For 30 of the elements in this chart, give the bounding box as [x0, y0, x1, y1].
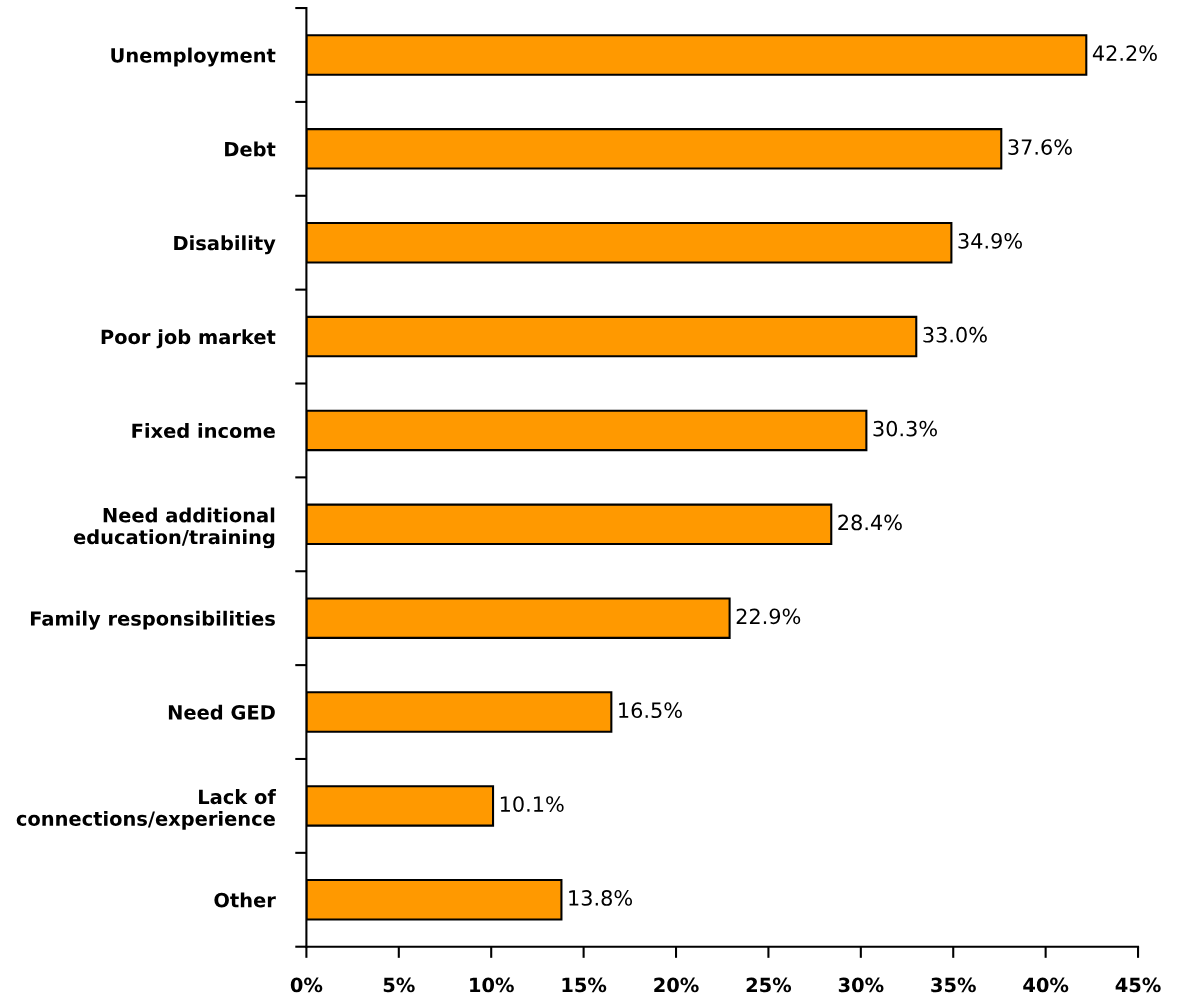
x-tick-label: 25%	[746, 977, 792, 993]
x-tick-label: 15%	[562, 977, 607, 993]
x-tick-label: 30%	[838, 977, 884, 993]
x-tick-label: 40%	[1023, 977, 1069, 993]
data-label: 42.2%	[1092, 45, 1157, 62]
y-tick-label: Debt	[225, 141, 276, 157]
x-tick-label: 10%	[470, 977, 514, 993]
data-label: 16.5%	[619, 702, 682, 719]
x-tick-label: 20%	[654, 977, 699, 993]
y-tick-label: Need GED	[168, 704, 275, 720]
data-label: 30.3%	[873, 420, 937, 437]
data-label: 34.9%	[958, 232, 1022, 249]
x-tick-label: 45%	[1115, 977, 1161, 993]
data-label: 37.6%	[1008, 139, 1072, 155]
y-tick-label: Fixed income	[132, 423, 275, 439]
y-tick-label: Lack of connections/experience	[16, 789, 277, 830]
x-tick-label: 35%	[931, 977, 976, 993]
data-label: 28.4%	[838, 514, 902, 531]
y-tick-label: Unemployment	[111, 47, 276, 67]
data-label: 33.0%	[923, 326, 987, 343]
data-label: 10.1%	[500, 796, 564, 812]
x-tick-label: 0%	[290, 977, 323, 993]
y-tick-label: Family responsibilities	[30, 610, 275, 630]
x-tick-label: 5%	[383, 977, 415, 993]
y-tick-label: Disability	[174, 235, 276, 255]
y-tick-label: Need additional education/training	[73, 507, 275, 549]
y-tick-label: Other	[214, 892, 276, 908]
data-label: 13.8%	[569, 890, 633, 906]
y-tick-label: Poor job market	[101, 329, 276, 349]
data-label: 22.9%	[736, 608, 801, 625]
